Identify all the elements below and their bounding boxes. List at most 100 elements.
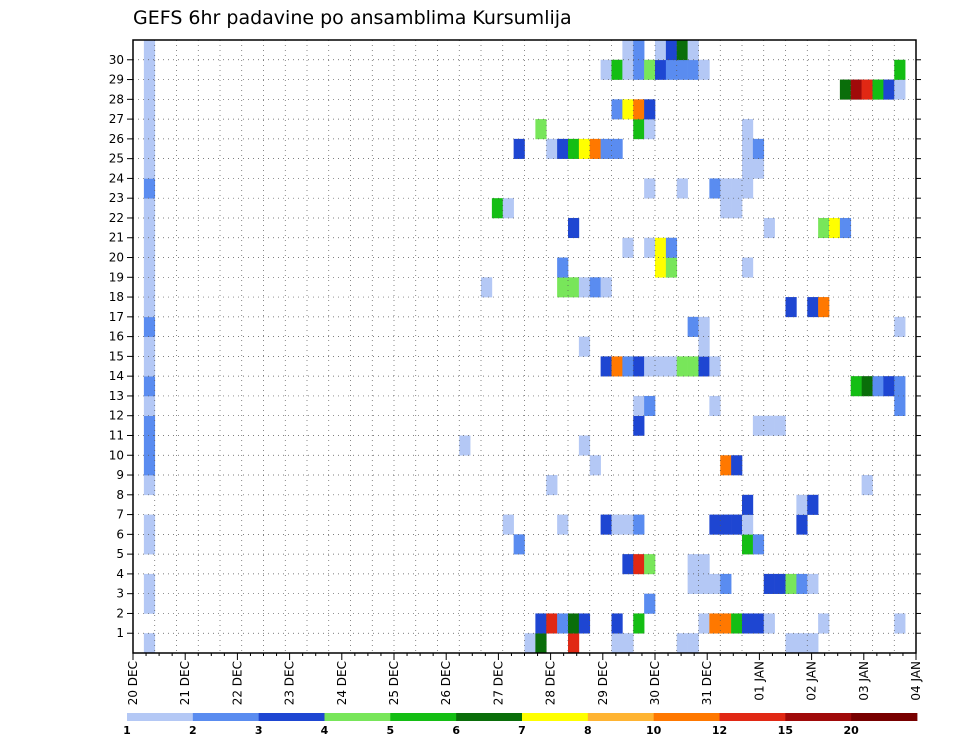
colorbar-swatch [258, 713, 325, 721]
heatmap-cell [633, 59, 645, 80]
heatmap-cell [665, 356, 678, 377]
heatmap-cell [589, 138, 601, 159]
heatmap-cell [143, 534, 156, 555]
heatmap-cell [143, 573, 156, 594]
heatmap-cell [633, 514, 645, 535]
colorbar-label: 12 [712, 724, 727, 737]
heatmap-cell [894, 376, 906, 397]
heatmap-cell [611, 138, 623, 159]
heatmap-cell [665, 257, 678, 278]
heatmap-cell [491, 198, 504, 219]
x-tick-label: 23 DEC [283, 661, 297, 705]
heatmap-cell [644, 554, 656, 575]
heatmap-cell [698, 554, 710, 575]
y-tick-label: 12 [109, 409, 124, 423]
y-tick-label: 16 [109, 330, 124, 344]
x-tick-label: 21 DEC [178, 661, 192, 705]
heatmap-cell [807, 297, 819, 318]
y-tick-label: 22 [109, 211, 124, 225]
y-tick-label: 3 [116, 587, 124, 601]
heatmap-cell [535, 613, 547, 634]
heatmap-cell [589, 455, 601, 476]
heatmap-cell [861, 79, 873, 100]
colorbar-label: 2 [189, 724, 197, 737]
heatmap-cell [600, 356, 612, 377]
heatmap-cell [633, 40, 645, 61]
heatmap-cell [676, 40, 688, 61]
heatmap-cell [709, 613, 721, 634]
heatmap-cell [633, 415, 645, 436]
heatmap-cell [633, 395, 645, 417]
heatmap-cell [698, 336, 710, 357]
heatmap-cell [633, 99, 645, 120]
heatmap-cell [557, 277, 569, 298]
y-tick-label: 28 [109, 92, 124, 106]
heatmap-cell [687, 633, 699, 654]
heatmap-cell [872, 79, 884, 100]
heatmap-cell [644, 237, 656, 258]
x-tick-label: 26 DEC [439, 661, 453, 705]
heatmap-cell [600, 514, 612, 535]
heatmap-cell [644, 395, 656, 417]
y-tick-label: 17 [109, 310, 124, 324]
heatmap-cell [655, 356, 667, 377]
heatmap-cell [839, 217, 852, 239]
heatmap-cell [502, 198, 514, 219]
colorbar-swatch [324, 713, 391, 721]
y-tick-label: 9 [116, 468, 124, 482]
x-tick-label: 29 DEC [596, 661, 610, 705]
heatmap-cell [644, 99, 656, 120]
heatmap-cell [796, 573, 808, 594]
heatmap-cell [143, 237, 156, 258]
heatmap-cell [731, 613, 743, 634]
heatmap-cell [720, 613, 732, 634]
colorbar-label: 7 [518, 724, 526, 737]
y-tick-label: 30 [109, 53, 124, 67]
y-axis: 1234567891011121314151617181920212223242… [109, 53, 921, 640]
heatmap-cell [676, 59, 688, 80]
heatmap-cell [568, 277, 580, 298]
y-tick-label: 27 [109, 112, 124, 126]
heatmap-cell [763, 217, 775, 239]
chart-title: GEFS 6hr padavine po ansamblima Kursumli… [133, 7, 572, 29]
heatmap-cell [143, 356, 156, 377]
y-tick-label: 8 [116, 488, 124, 502]
x-tick-label: 02 JAN [805, 661, 819, 701]
heatmap-cell [568, 138, 580, 159]
heatmap-cell [143, 316, 156, 337]
y-tick-label: 23 [109, 191, 124, 205]
heatmap-cell [720, 178, 732, 199]
heatmap-cell [611, 59, 623, 80]
x-tick-label: 25 DEC [387, 661, 401, 705]
x-tick-label: 31 DEC [700, 661, 714, 705]
heatmap-cell [143, 198, 156, 219]
heatmap-cell [731, 455, 743, 476]
heatmap-cell [774, 573, 786, 594]
heatmap-cell [676, 178, 688, 199]
heatmap-cell [611, 613, 623, 634]
colorbar-swatch [390, 713, 457, 721]
heatmap-cell [143, 336, 156, 357]
heatmap-cell [611, 633, 623, 654]
heatmap-cell [742, 613, 754, 634]
heatmap-cell [752, 415, 765, 436]
heatmap-cell [676, 356, 688, 377]
colorbar-swatch [587, 713, 655, 721]
heatmap-cell [633, 356, 645, 377]
heatmap-cell [633, 613, 645, 634]
y-tick-label: 5 [116, 547, 124, 561]
heatmap-cell [535, 633, 547, 654]
heatmap-cell [742, 534, 754, 555]
y-tick-label: 18 [109, 290, 124, 304]
heatmap-cell [143, 119, 156, 140]
heatmap-cell [709, 178, 721, 199]
heatmap-cell [818, 217, 830, 239]
heatmap-cell [622, 40, 634, 61]
x-tick-label: 24 DEC [335, 661, 349, 705]
heatmap-cell [698, 613, 710, 634]
heatmap-cell [763, 415, 775, 436]
heatmap-cell [752, 534, 765, 555]
heatmap-cell [720, 514, 732, 535]
heatmap-cell [709, 395, 721, 417]
heatmap-cell [644, 178, 656, 199]
